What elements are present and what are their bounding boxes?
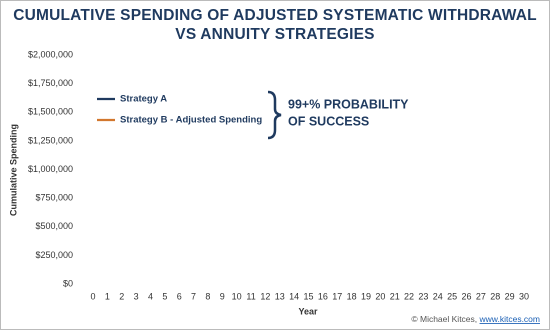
y-tick-label: $750,000 xyxy=(35,193,73,203)
x-tick-label: 13 xyxy=(275,291,285,301)
x-tick-label: 27 xyxy=(476,291,486,301)
y-tick-label: $0 xyxy=(63,278,73,288)
y-tick-label: $1,750,000 xyxy=(28,78,73,88)
x-tick-label: 3 xyxy=(134,291,139,301)
chart-title: VS ANNUITY STRATEGIES xyxy=(175,26,374,43)
credit-author: © Michael Kitces, xyxy=(411,314,477,324)
bracket xyxy=(267,90,282,140)
x-tick-label: 19 xyxy=(361,291,371,301)
x-tick-label: 5 xyxy=(162,291,167,301)
annotation: 99+% PROBABILITY xyxy=(288,97,409,111)
x-tick-label: 29 xyxy=(505,291,515,301)
y-axis-label: Cumulative Spending xyxy=(8,124,18,216)
credit-link[interactable]: www.kitces.com xyxy=(479,314,540,324)
x-tick-label: 7 xyxy=(191,291,196,301)
legend-label: Strategy B - Adjusted Spending xyxy=(120,115,262,126)
x-tick-label: 25 xyxy=(447,291,457,301)
x-tick-label: 11 xyxy=(246,291,255,301)
y-tick-label: $1,000,000 xyxy=(28,164,73,174)
x-axis-label: Year xyxy=(298,306,318,316)
y-tick-label: $500,000 xyxy=(35,221,73,231)
x-tick-label: 20 xyxy=(375,291,385,301)
x-tick-label: 22 xyxy=(404,291,414,301)
x-tick-label: 1 xyxy=(105,291,110,301)
annotation: OF SUCCESS xyxy=(288,114,369,128)
x-tick-label: 2 xyxy=(119,291,124,301)
y-tick-label: $1,250,000 xyxy=(28,135,73,145)
credit: © Michael Kitces, www.kitces.com xyxy=(411,314,540,324)
x-tick-label: 6 xyxy=(177,291,182,301)
x-tick-label: 14 xyxy=(289,291,299,301)
x-tick-label: 26 xyxy=(462,291,472,301)
x-tick-label: 4 xyxy=(148,291,153,301)
x-tick-label: 10 xyxy=(232,291,242,301)
x-tick-label: 15 xyxy=(303,291,313,301)
x-tick-label: 23 xyxy=(418,291,428,301)
x-tick-label: 17 xyxy=(332,291,342,301)
x-tick-label: 18 xyxy=(347,291,357,301)
x-tick-label: 16 xyxy=(318,291,328,301)
x-tick-label: 8 xyxy=(205,291,210,301)
y-tick-label: $1,500,000 xyxy=(28,107,73,117)
x-tick-label: 30 xyxy=(519,291,529,301)
x-tick-label: 21 xyxy=(390,291,400,301)
y-tick-label: $250,000 xyxy=(35,250,73,260)
x-tick-label: 28 xyxy=(490,291,500,301)
legend-label: Strategy A xyxy=(120,94,167,105)
x-tick-label: 0 xyxy=(90,291,95,301)
chart-title: CUMULATIVE SPENDING OF ADJUSTED SYSTEMAT… xyxy=(13,7,537,24)
x-tick-label: 24 xyxy=(433,291,443,301)
x-tick-label: 12 xyxy=(260,291,270,301)
y-tick-label: $2,000,000 xyxy=(28,49,73,59)
x-tick-label: 9 xyxy=(220,291,225,301)
